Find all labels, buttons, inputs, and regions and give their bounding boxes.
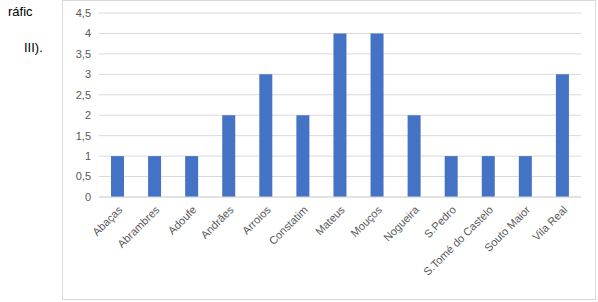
svg-text:3: 3 [85, 68, 91, 80]
svg-text:1: 1 [85, 150, 91, 162]
svg-text:Abaças: Abaças [90, 203, 125, 238]
svg-text:2: 2 [85, 109, 91, 121]
svg-text:0: 0 [85, 191, 91, 203]
svg-text:Abrambres: Abrambres [115, 203, 162, 250]
svg-text:Nogueira: Nogueira [381, 203, 422, 244]
svg-text:Adoufe: Adoufe [165, 203, 198, 236]
html-text:ráfic: ráfic [8, 4, 33, 19]
html-text:III).: III). [24, 40, 43, 55]
svg-text:Arroios: Arroios [240, 203, 273, 236]
svg-text:1,5: 1,5 [76, 130, 91, 142]
svg-text:2,5: 2,5 [76, 89, 91, 101]
svg-text:3,5: 3,5 [76, 48, 91, 60]
svg-text:Mouços: Mouços [348, 203, 384, 239]
svg-text:Mateus: Mateus [313, 203, 347, 237]
svg-text:4,5: 4,5 [76, 7, 91, 19]
svg-text:Andrães: Andrães [198, 203, 236, 241]
svg-text:Vila Real: Vila Real [530, 203, 569, 242]
svg-text:4: 4 [85, 27, 91, 39]
svg-text:Constatim: Constatim [266, 203, 310, 247]
svg-text:S.Tomé do Castelo: S.Tomé do Castelo [421, 203, 495, 277]
svg-text:S.Pedro: S.Pedro [422, 203, 459, 240]
svg-text:0,5: 0,5 [76, 170, 91, 182]
svg-text:Souto Maior: Souto Maior [482, 203, 533, 254]
